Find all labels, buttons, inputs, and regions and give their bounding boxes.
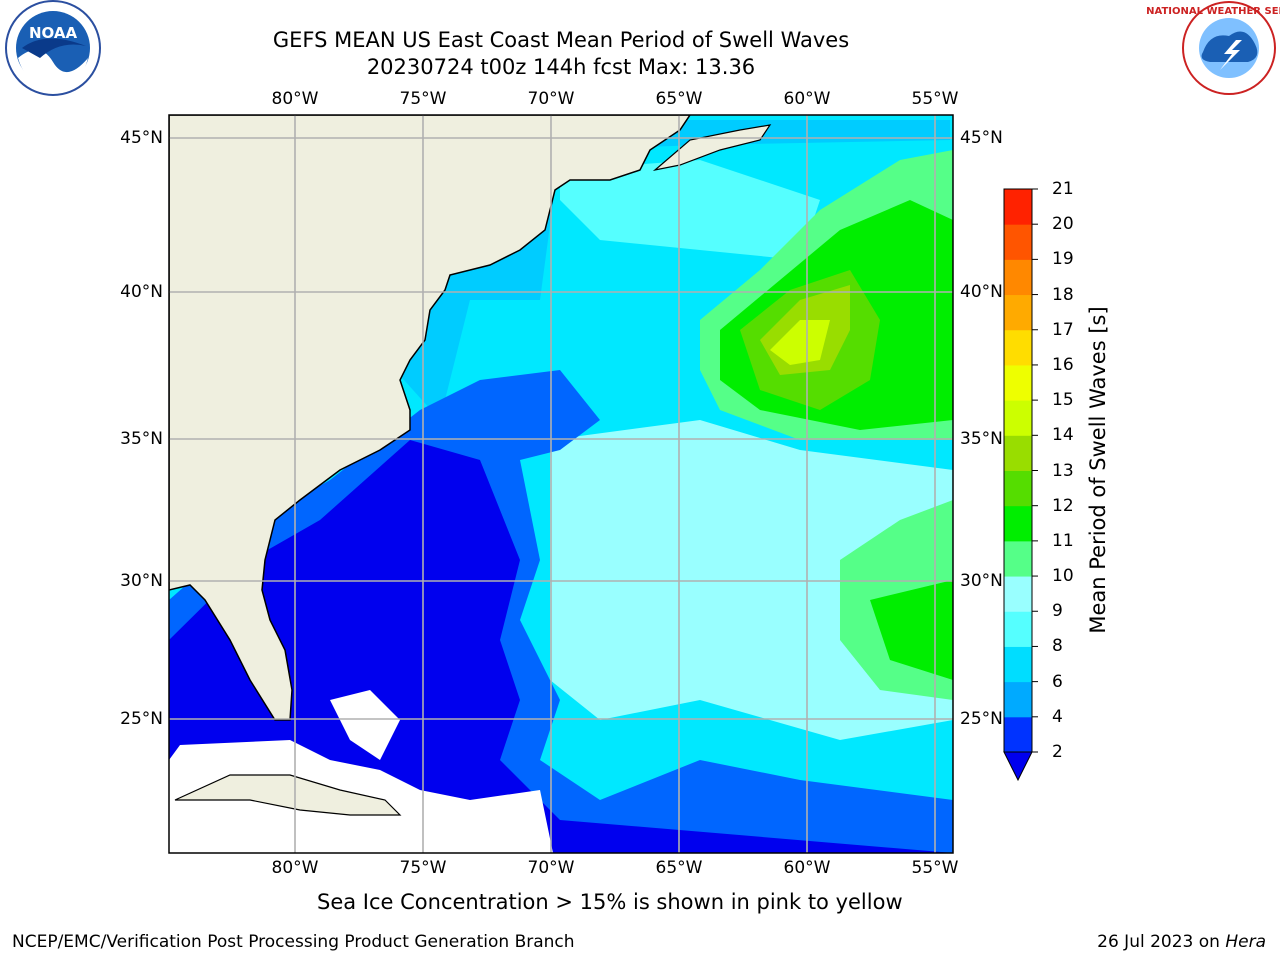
contour-8-9s <box>550 420 953 740</box>
footer-date: 26 Jul 2023 on Hera <box>1097 932 1266 952</box>
colorbar-segment <box>1004 224 1032 260</box>
colorbar-tick-label: 6 <box>1052 671 1063 692</box>
lon-label-bot: 75°W <box>399 858 447 878</box>
map-panel <box>169 115 953 853</box>
colorbar-segment <box>1004 259 1032 296</box>
colorbar-segment <box>1004 505 1032 542</box>
colorbar-tick-label: 19 <box>1052 249 1074 270</box>
colorbar-segment <box>1004 716 1032 753</box>
colorbar <box>1003 188 1038 782</box>
colorbar-segment <box>1004 189 1032 225</box>
graticule <box>169 115 953 853</box>
lon-label-top: 80°W <box>271 89 319 109</box>
contour-max-13s <box>770 320 830 365</box>
lat-label-left: 35°N <box>120 429 163 449</box>
colorbar-segment <box>1004 329 1032 366</box>
lat-label-left: 25°N <box>120 709 163 729</box>
colorbar-tick-label: 10 <box>1052 566 1074 587</box>
colorbar-tick-label: 21 <box>1052 179 1074 199</box>
land-north-america <box>169 115 691 721</box>
colorbar-tick-label: 9 <box>1052 601 1063 622</box>
colorbar-tick-label: 15 <box>1052 390 1074 411</box>
colorbar-segment <box>1004 400 1032 436</box>
colorbar-segment <box>1004 576 1032 612</box>
lon-label-bot: 65°W <box>655 858 703 878</box>
lat-label-left: 40°N <box>120 282 163 302</box>
lat-label-right: 25°N <box>960 709 1003 729</box>
lon-label-top: 70°W <box>527 89 575 109</box>
colorbar-segment <box>1004 470 1032 507</box>
lon-label-top: 60°W <box>783 89 831 109</box>
colorbar-tick-label: 17 <box>1052 319 1074 340</box>
colorbar-segment <box>1004 435 1032 471</box>
colorbar-segment <box>1004 294 1032 331</box>
colorbar-tick-label: 16 <box>1052 354 1074 375</box>
noaa-logo: NOAA <box>5 0 101 96</box>
nws-logo: NATIONAL WEATHER SERVICE <box>1146 1 1280 95</box>
lon-label-bot: 70°W <box>527 858 575 878</box>
lon-label-bot: 55°W <box>911 858 959 878</box>
map-title: GEFS MEAN US East Coast Mean Period of S… <box>272 28 850 52</box>
map-subtitle: 20230724 t00z 144h fcst Max: 13.36 <box>366 55 756 79</box>
colorbar-tick-label: 20 <box>1052 214 1074 235</box>
colorbar-tick-label: 13 <box>1052 460 1074 481</box>
colorbar-tick-label: 14 <box>1052 425 1074 446</box>
sea-ice-caption: Sea Ice Concentration > 15% is shown in … <box>317 890 903 914</box>
lon-label-top: 75°W <box>399 89 447 109</box>
lon-label-top: 55°W <box>911 89 959 109</box>
colorbar-segment <box>1004 364 1032 401</box>
lon-label-top: 65°W <box>655 89 703 109</box>
svg-text:NATIONAL WEATHER SERVICE: NATIONAL WEATHER SERVICE <box>1146 6 1280 17</box>
lat-label-right: 40°N <box>960 282 1003 302</box>
colorbar-tick-label: 12 <box>1052 495 1074 516</box>
colorbar-tick-label: 2 <box>1052 742 1063 762</box>
svg-text:NOAA: NOAA <box>29 24 78 42</box>
lat-label-right: 35°N <box>960 429 1003 449</box>
colorbar-segment <box>1004 611 1032 647</box>
colorbar-extend-triangle <box>1003 751 1033 782</box>
lat-label-right: 30°N <box>960 571 1003 591</box>
colorbar-title: Mean Period of Swell Waves [s] <box>1086 306 1110 634</box>
land-cuba <box>174 774 402 816</box>
colorbar-segment <box>1004 681 1032 718</box>
colorbar-tick-label: 11 <box>1052 530 1074 551</box>
lat-label-left: 30°N <box>120 571 163 591</box>
colorbar-segment <box>1004 646 1032 683</box>
colorbar-tick-label: 4 <box>1052 706 1063 727</box>
lat-label-right: 45°N <box>960 128 1003 148</box>
colorbar-tick-label: 18 <box>1052 284 1074 305</box>
map-frame <box>168 114 954 854</box>
lon-label-bot: 80°W <box>271 858 319 878</box>
colorbar-segment <box>1004 540 1032 577</box>
lon-label-bot: 60°W <box>783 858 831 878</box>
lat-label-left: 45°N <box>120 128 163 148</box>
colorbar-tick-label: 8 <box>1052 636 1063 657</box>
footer-credit: NCEP/EMC/Verification Post Processing Pr… <box>12 932 575 952</box>
